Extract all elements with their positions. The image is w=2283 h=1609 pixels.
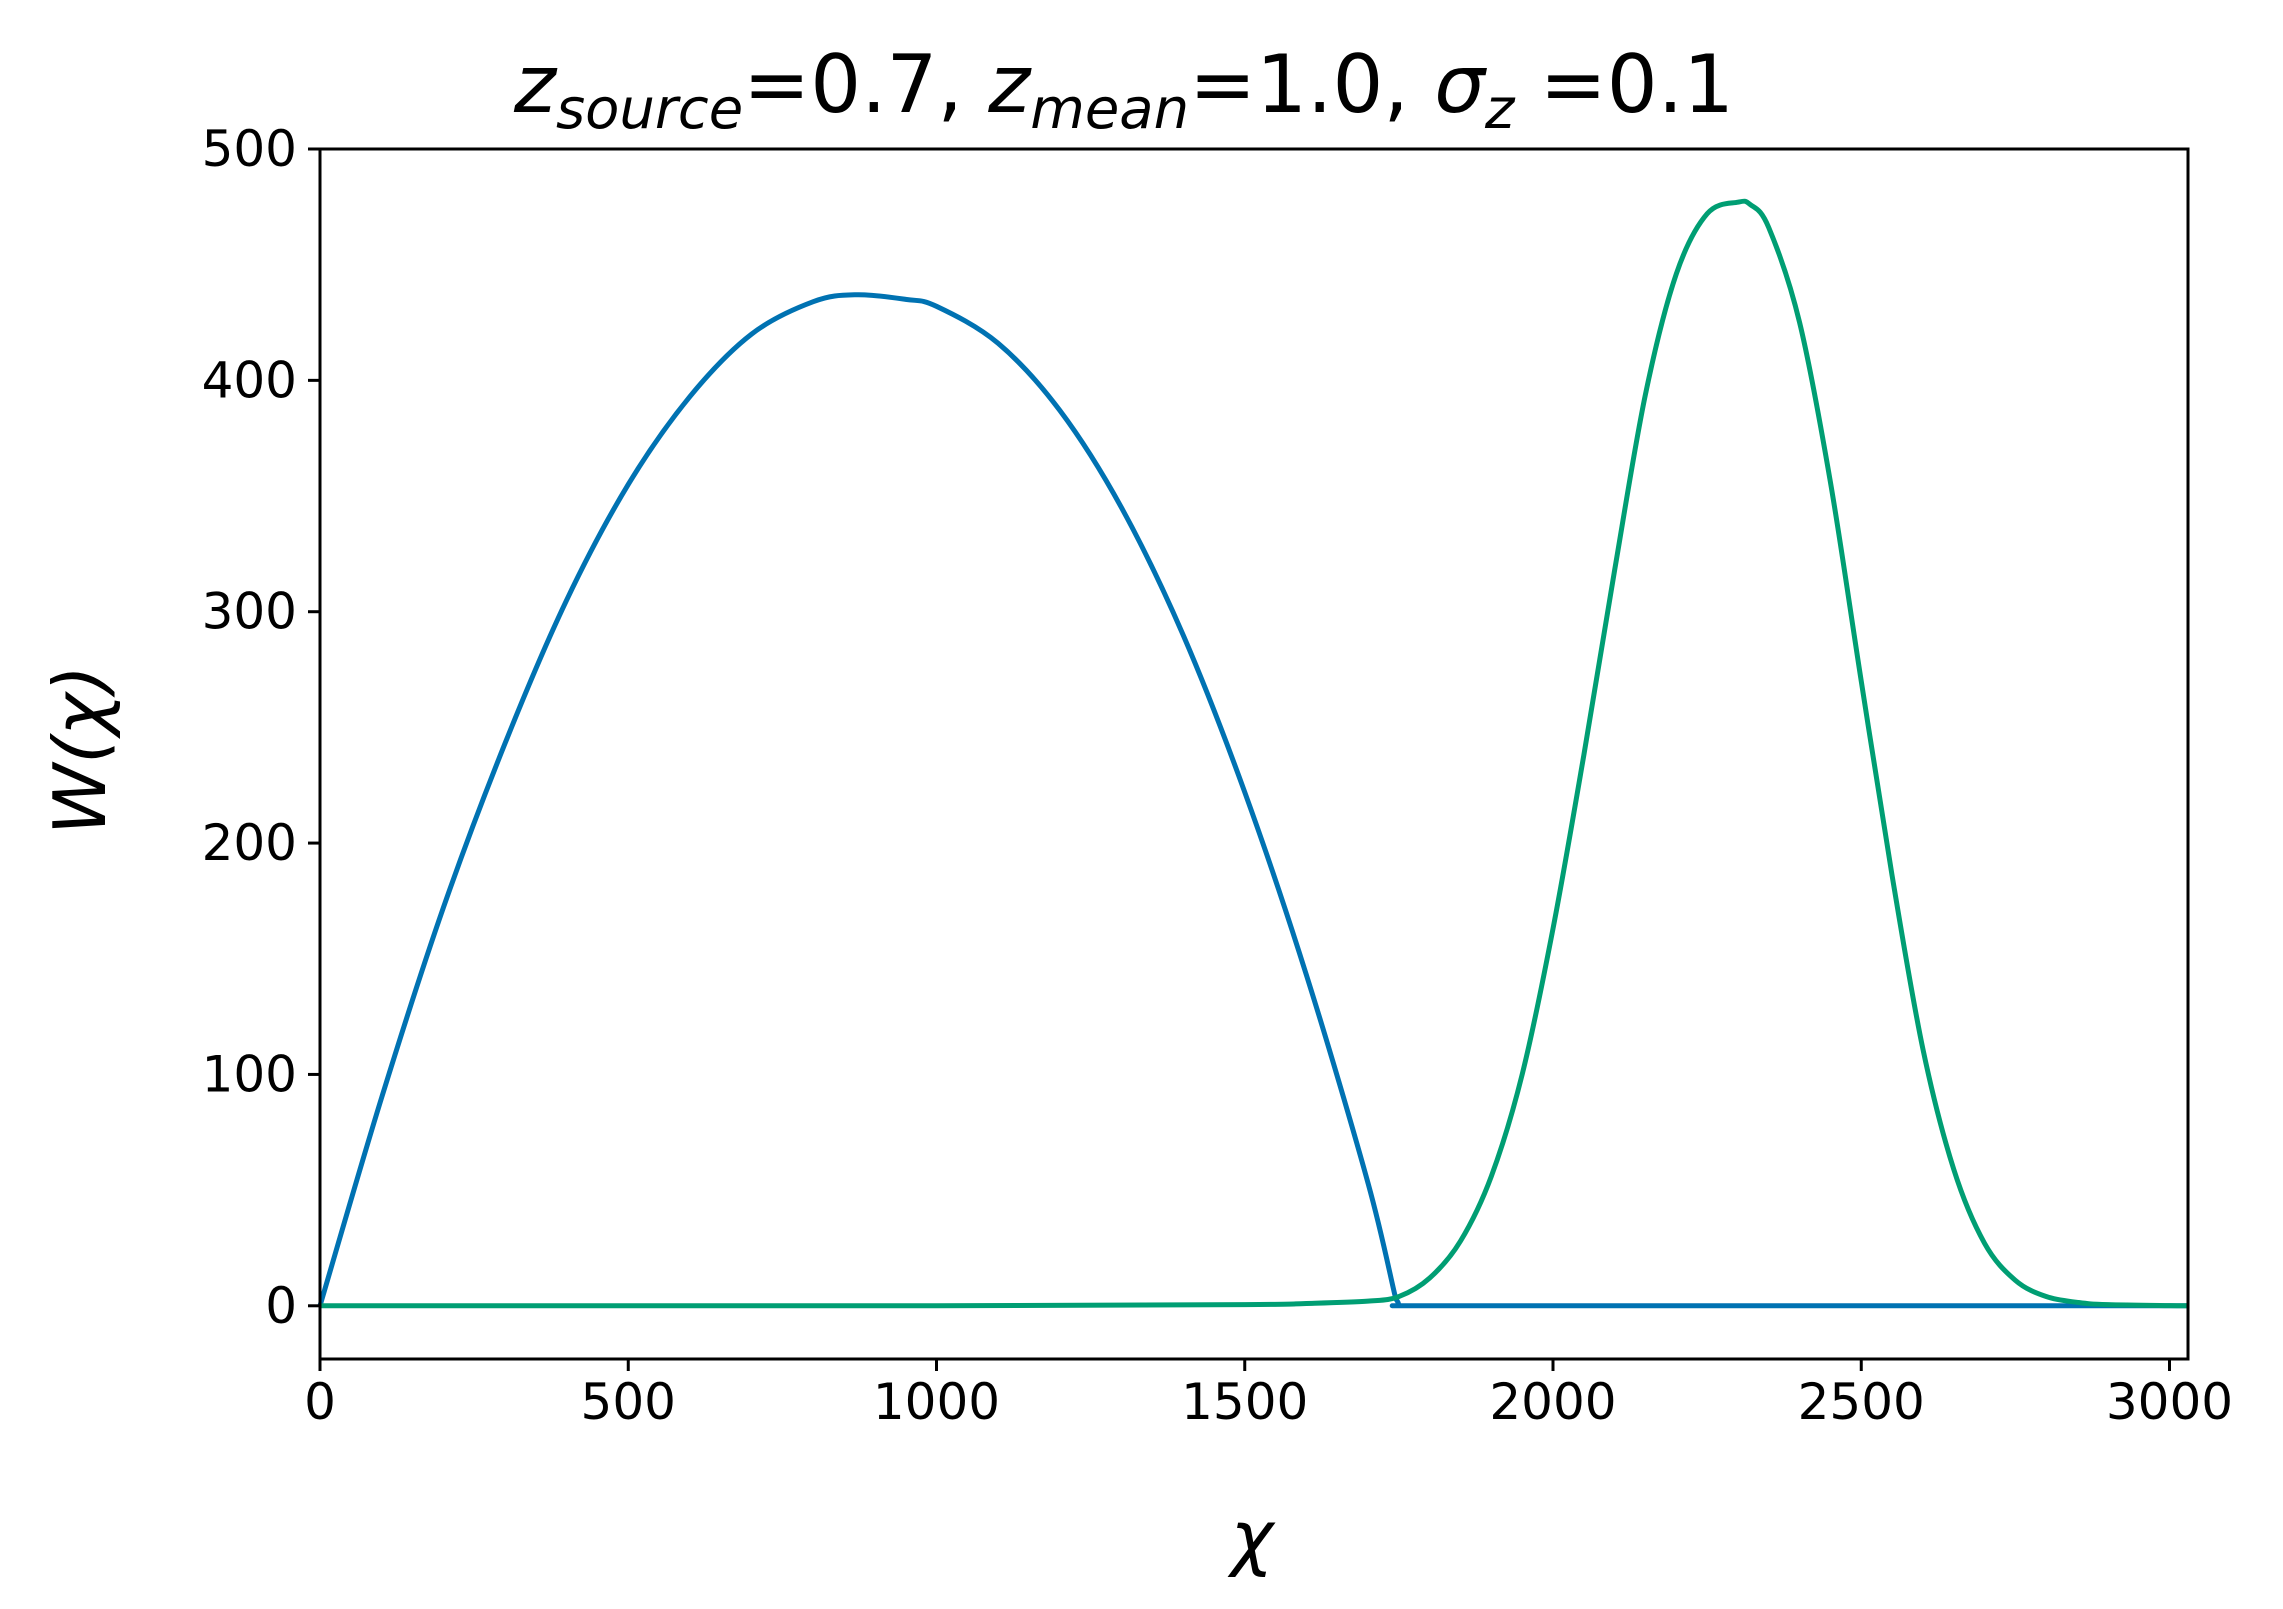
title-z-source-value: =0.7, [743,38,988,131]
title-z-mean-value: =1.0, [1189,38,1434,131]
y-axis: 0 100 200 300 400 500 [202,120,320,1335]
x-tick-label: 0 [304,1373,336,1431]
series-1-line [317,292,2188,1309]
x-tick-label: 2000 [1489,1373,1616,1431]
x-tick-label: 2500 [1798,1373,1925,1431]
title-z-source-subscript: source [556,77,743,142]
x-tick-label: 1500 [1181,1373,1308,1431]
title-z-mean-subscript: mean [1030,77,1189,142]
y-tick-label: 400 [202,351,297,409]
y-tick-label: 0 [265,1277,297,1335]
title-sigma-subscript: z [1484,77,1516,142]
x-tick-label: 3000 [2106,1373,2233,1431]
y-tick-label: 100 [202,1045,297,1103]
plot-frame [318,147,2190,1361]
y-axis-label: W(χ) [38,665,122,835]
x-tick-label: 500 [581,1373,676,1431]
x-axis: 0 500 1000 1500 2000 2500 3000 [304,1359,2233,1431]
title-sigma-value: =0.1 [1514,38,1734,131]
series-2-line [319,198,2189,1309]
title-z-source-symbol: z [513,38,558,131]
x-axis-label: χ [1227,1495,1276,1579]
y-tick-label: 300 [202,583,297,641]
chart-title: zsource=0.7, zmean=1.0, σz =0.1 [513,38,1734,142]
title-z-mean-symbol: z [987,38,1032,131]
y-tick-label: 200 [202,814,297,872]
title-sigma-symbol: σ [1434,38,1487,131]
series-layer [317,198,2189,1309]
y-tick-label: 500 [202,120,297,178]
x-tick-label: 1000 [873,1373,1000,1431]
